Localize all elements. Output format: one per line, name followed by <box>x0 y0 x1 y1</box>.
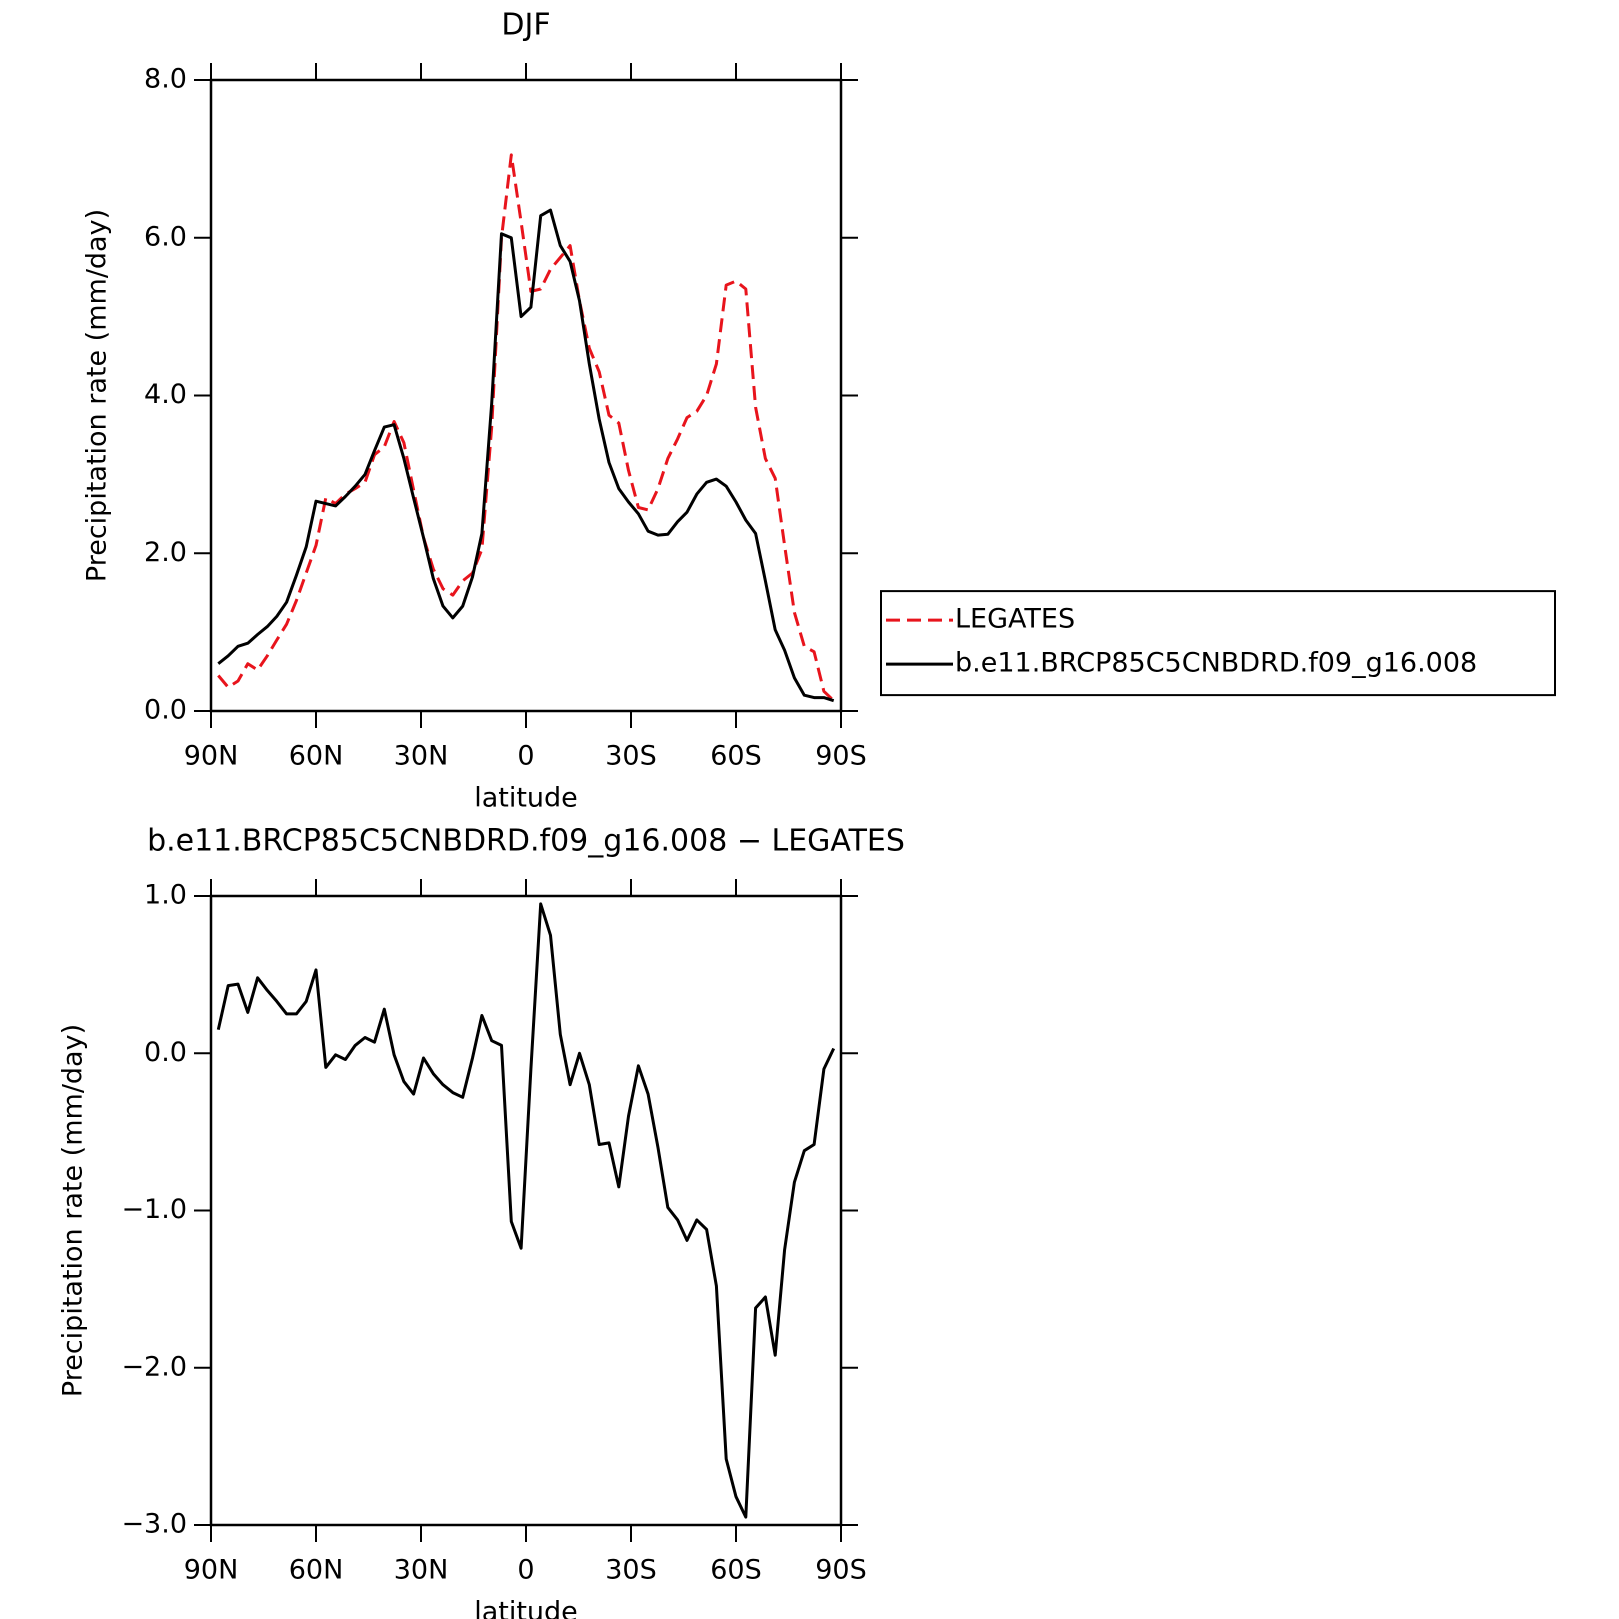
x-tick-label: 0 <box>517 1555 534 1586</box>
y-axis-label: Precipitation rate (mm/day) <box>58 1024 89 1397</box>
y-tick-label: 0.0 <box>144 695 187 726</box>
y-axis-label: Precipitation rate (mm/day) <box>82 209 113 582</box>
plot-frame <box>209 78 843 713</box>
plot-frame <box>209 894 843 1527</box>
y-tick-label: 6.0 <box>144 221 187 252</box>
y-tick-label: −3.0 <box>121 1509 187 1540</box>
chart-title: b.e11.BRCP85C5CNBDRD.f09_g16.008 − LEGAT… <box>147 824 905 859</box>
y-tick-label: −2.0 <box>121 1351 187 1382</box>
data-line <box>216 902 836 1519</box>
legend-label: b.e11.BRCP85C5CNBDRD.f09_g16.008 <box>955 648 1477 679</box>
x-tick-label: 30N <box>394 1555 449 1586</box>
y-tick-label: 4.0 <box>144 379 187 410</box>
x-tick-label: 60S <box>710 1555 762 1586</box>
x-tick-label: 30S <box>605 1555 657 1586</box>
x-tick-label: 60N <box>289 741 344 772</box>
x-tick-label: 90N <box>184 741 239 772</box>
legend-label: LEGATES <box>955 604 1075 635</box>
data-line <box>217 208 835 703</box>
x-axis-label: latitude <box>474 1597 578 1619</box>
x-tick-label: 0 <box>517 741 534 772</box>
y-tick-label: 1.0 <box>144 880 187 911</box>
x-tick-label: 60S <box>710 741 762 772</box>
data-line <box>217 153 835 702</box>
y-tick-label: 0.0 <box>144 1037 187 1068</box>
y-tick-label: 8.0 <box>144 64 187 95</box>
legend-box <box>880 590 1556 697</box>
x-tick-label: 90S <box>815 741 867 772</box>
x-tick-label: 90N <box>184 1555 239 1586</box>
x-tick-label: 60N <box>289 1555 344 1586</box>
x-tick-label: 30N <box>394 741 449 772</box>
y-tick-label: −1.0 <box>121 1194 187 1225</box>
x-tick-label: 30S <box>605 741 657 772</box>
chart-title: DJF <box>501 8 550 43</box>
x-axis-label: latitude <box>474 783 578 814</box>
x-tick-label: 90S <box>815 1555 867 1586</box>
y-tick-label: 2.0 <box>144 537 187 568</box>
